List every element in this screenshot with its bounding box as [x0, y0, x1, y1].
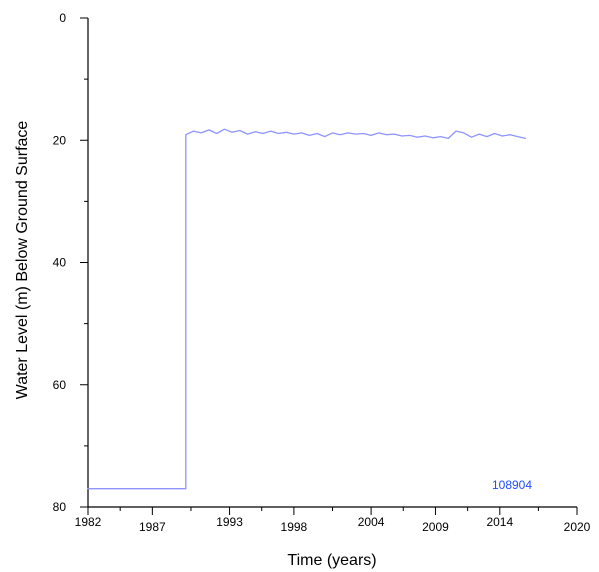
x-tick-label: 2009 [422, 520, 449, 534]
x-tick-label: 2014 [486, 515, 513, 529]
x-tick-label: 1998 [281, 520, 308, 534]
ticks-layer: 0 20 40 60 80 1982 1987 1993 1998 2004 2009 2014 202… [53, 11, 591, 534]
series-layer [87, 128, 527, 490]
x-tick-label: 2020 [564, 520, 591, 534]
x-tick-label: 1987 [139, 520, 166, 534]
x-axis-title: Time (years) [287, 552, 376, 569]
x-tick-label: 1982 [75, 515, 102, 529]
x-tick-label: 1993 [216, 515, 243, 529]
y-tick-label: 20 [53, 133, 67, 147]
y-axis-title: Water Level (m) Below Ground Surface [14, 121, 31, 400]
axes-layer [87, 18, 577, 508]
series-label: 108904 [492, 478, 532, 492]
x-tick-label: 2004 [358, 515, 385, 529]
y-tick-label: 40 [53, 256, 67, 270]
y-tick-label: 80 [53, 500, 67, 514]
y-tick-label: 0 [59, 11, 66, 25]
series-line [87, 128, 527, 490]
y-tick-label: 60 [53, 378, 67, 392]
